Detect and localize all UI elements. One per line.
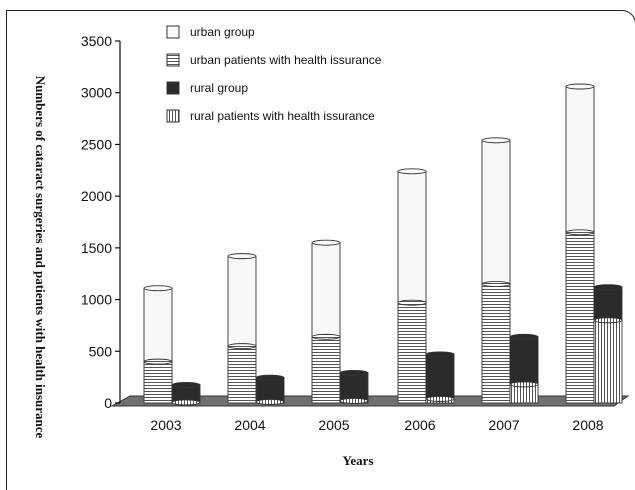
bar-rural-insured-2005 <box>339 397 369 404</box>
x-tick-label: 2006 <box>404 417 435 433</box>
bar-urban-2005 <box>311 239 341 338</box>
legend-swatch <box>166 25 180 39</box>
bar-rural-insured-2007 <box>509 381 539 404</box>
x-tick-label: 2004 <box>234 417 265 433</box>
bar-urban-2007 <box>481 137 511 285</box>
bar-urban-insured-2007 <box>481 281 511 404</box>
y-tick-label: 3000 <box>81 85 112 101</box>
bar-urban-2004 <box>227 253 257 347</box>
bar-rural-insured-2006 <box>425 395 455 404</box>
x-tick-label: 2005 <box>318 417 349 433</box>
legend-label: rural group <box>190 81 248 95</box>
bar-rural-2008 <box>593 284 623 321</box>
y-tick-label: 1500 <box>81 240 112 256</box>
chart-frame <box>6 10 635 490</box>
legend-swatch <box>166 109 180 123</box>
y-tick-label: 2500 <box>81 136 112 152</box>
y-tick-label: 0 <box>104 395 112 411</box>
y-tick-label: 1000 <box>81 292 112 308</box>
x-axis-title: Years <box>342 453 373 468</box>
bar-urban-insured-2008 <box>565 229 595 404</box>
legend-label: rural patients with health issurance <box>190 109 375 123</box>
y-tick-label: 3500 <box>81 33 112 49</box>
y-tick-label: 2000 <box>81 188 112 204</box>
bar-urban-insured-2003 <box>143 358 173 404</box>
bar-urban-insured-2005 <box>311 333 341 404</box>
bar-urban-insured-2006 <box>397 299 427 404</box>
legend-label: urban patients with health issurance <box>190 53 382 67</box>
legend: urban group urban patients with health is… <box>166 25 382 123</box>
legend-label: urban group <box>190 25 255 39</box>
bar-rural-insured-2004 <box>255 399 285 405</box>
y-axis: 0 500 1000 1500 2000 2500 3000 3500 <box>81 33 121 411</box>
bar-rural-2007 <box>509 333 539 385</box>
x-axis-ticks: 2003 2004 2005 2006 2007 2008 <box>150 417 603 433</box>
bar-rural-2003 <box>171 381 201 403</box>
bar-urban-2008 <box>565 83 595 233</box>
x-tick-label: 2008 <box>572 417 603 433</box>
bar-rural-2005 <box>339 370 369 402</box>
y-axis-title: Numbers of cataract surgeries and patien… <box>33 76 48 439</box>
y-tick-label: 500 <box>89 343 113 359</box>
bar-urban-insured-2004 <box>227 343 257 404</box>
bar-urban-2003 <box>143 285 173 363</box>
x-tick-label: 2003 <box>150 417 181 433</box>
bar-rural-insured-2003 <box>171 399 201 406</box>
bars <box>143 83 623 406</box>
x-tick-label: 2007 <box>488 417 519 433</box>
bar-rural-2004 <box>255 374 285 403</box>
bar-rural-2006 <box>425 351 455 400</box>
legend-swatch <box>166 81 180 95</box>
legend-swatch <box>166 53 180 67</box>
bar-rural-insured-2008 <box>593 317 623 404</box>
bar-urban-2006 <box>397 168 427 304</box>
